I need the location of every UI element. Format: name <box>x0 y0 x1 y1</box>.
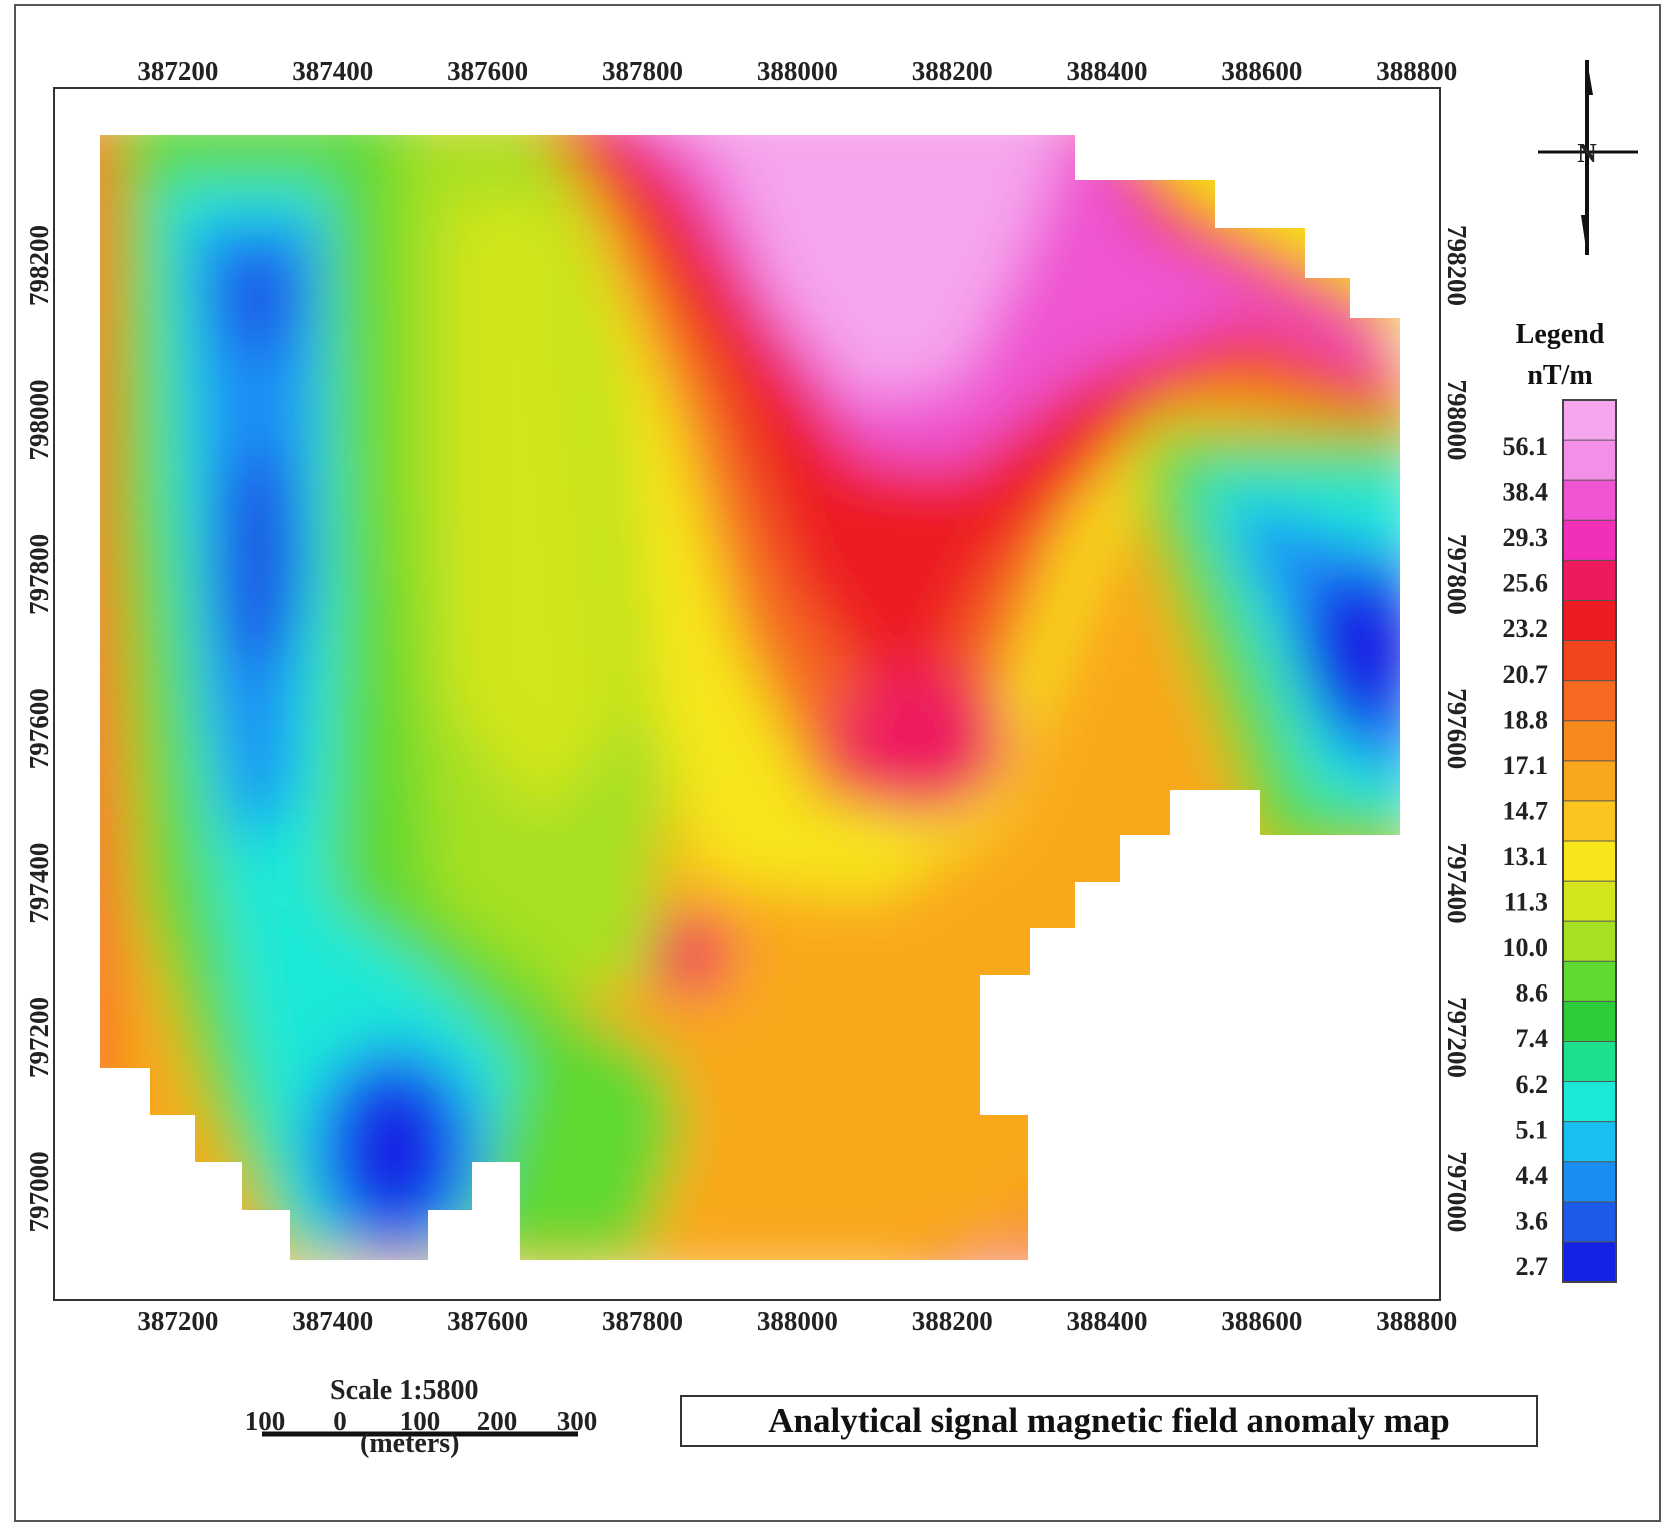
legend-level-label: 7.4 <box>1516 1024 1549 1053</box>
legend-unit: nT/m <box>1527 359 1593 391</box>
y-tick-label-right: 797000 <box>1442 1151 1472 1232</box>
legend-color-swatch <box>1563 1201 1616 1243</box>
legend-level-label: 14.7 <box>1503 796 1549 825</box>
legend-level-label: 5.1 <box>1516 1115 1549 1144</box>
legend-color-swatch <box>1563 760 1616 802</box>
scale-title: Scale 1:5800 <box>330 1375 479 1406</box>
x-tick-label-top: 388800 <box>1376 56 1457 86</box>
legend-color-swatch <box>1563 680 1616 722</box>
y-tick-label-left: 797200 <box>24 997 54 1078</box>
y-axis-left: 798200 798000 797800 797600 797400 797200 7970… <box>24 225 54 1232</box>
legend-color-swatch <box>1563 720 1616 762</box>
legend-labels: 56.1 38.4 29.3 25.6 23.2 20.7 18.8 17.1 14.7 13.1… <box>1503 432 1549 1281</box>
legend-color-swatch <box>1563 841 1616 882</box>
scale-label: 200 <box>477 1406 518 1436</box>
legend-level-label: 6.2 <box>1516 1070 1549 1099</box>
legend-level-label: 29.3 <box>1503 523 1549 552</box>
x-tick-label-top: 387400 <box>292 56 373 86</box>
legend-level-label: 8.6 <box>1516 979 1549 1008</box>
y-tick-label-right: 797200 <box>1442 997 1472 1078</box>
legend-color-swatch <box>1563 1041 1616 1083</box>
y-tick-label-left: 797800 <box>24 534 54 615</box>
legend-color-swatch <box>1563 600 1616 642</box>
y-tick-label-right: 797800 <box>1442 534 1472 615</box>
x-tick-label-top: 387800 <box>602 56 683 86</box>
legend-level-label: 18.8 <box>1503 705 1549 734</box>
x-tick-label-top: 387200 <box>137 56 218 86</box>
legend-color-swatch <box>1563 1001 1616 1042</box>
legend-color-swatch <box>1563 640 1616 682</box>
x-tick-label-bottom: 387200 <box>137 1306 218 1336</box>
x-tick-label-top: 388000 <box>757 56 838 86</box>
legend-title: Legend nT/m <box>1505 315 1615 396</box>
y-tick-label-left: 797400 <box>24 843 54 924</box>
anomaly-field <box>100 135 1400 1260</box>
legend-color-swatch <box>1563 961 1616 1002</box>
legend-level-label: 4.4 <box>1516 1161 1549 1190</box>
y-tick-label-left: 798200 <box>24 225 54 306</box>
legend-color-swatch <box>1563 1121 1616 1163</box>
legend-heading: Legend <box>1515 319 1605 350</box>
legend-level-label: 10.0 <box>1503 933 1549 962</box>
scale-units: (meters) <box>360 1428 460 1459</box>
scale-label: 0 <box>333 1406 347 1436</box>
legend-color-swatch <box>1563 440 1616 481</box>
legend-level-label: 23.2 <box>1503 614 1549 643</box>
legend-color-swatch <box>1563 520 1616 561</box>
legend-level-label: 2.7 <box>1516 1252 1549 1281</box>
x-tick-label-top: 387600 <box>447 56 528 86</box>
legend-level-label: 3.6 <box>1516 1206 1549 1235</box>
map-title: Analytical signal magnetic field anomaly… <box>680 1395 1538 1447</box>
north-arrow-icon: N <box>1538 60 1638 255</box>
legend-level-label: 38.4 <box>1503 478 1549 507</box>
anomaly-field-blur <box>100 135 1400 1260</box>
x-tick-label-bottom: 387400 <box>292 1306 373 1336</box>
legend-color-swatch <box>1563 1161 1616 1203</box>
x-tick-label-top: 388400 <box>1067 56 1148 86</box>
legend-color-swatch <box>1563 800 1616 842</box>
y-axis-right: 798200 798000 797800 797600 797400 797200 7970… <box>1442 225 1472 1232</box>
x-tick-label-bottom: 388000 <box>757 1306 838 1336</box>
legend-color-swatch <box>1563 1241 1616 1283</box>
legend-color-swatch <box>1563 881 1616 922</box>
y-tick-label-left: 797000 <box>24 1151 54 1232</box>
legend-level-label: 56.1 <box>1503 432 1549 461</box>
legend-level-label: 25.6 <box>1503 569 1549 598</box>
y-tick-label-right: 798000 <box>1442 379 1472 460</box>
x-tick-label-bottom: 388400 <box>1067 1306 1148 1336</box>
legend-color-swatch <box>1563 921 1616 962</box>
x-tick-label-bottom: 388600 <box>1221 1306 1302 1336</box>
x-tick-label-bottom: 388200 <box>912 1306 993 1336</box>
legend-colorbar-border <box>1562 399 1617 1283</box>
x-tick-label-bottom: 388800 <box>1376 1306 1457 1336</box>
x-tick-label-top: 388200 <box>912 56 993 86</box>
legend-level-label: 17.1 <box>1503 751 1549 780</box>
legend-level-label: 20.7 <box>1503 660 1549 689</box>
legend-level-label: 11.3 <box>1504 888 1548 917</box>
legend-color-swatch <box>1563 560 1616 601</box>
y-tick-label-left: 798000 <box>24 379 54 460</box>
legend-colorbar <box>1562 399 1617 1283</box>
scale-label: 100 <box>245 1406 286 1436</box>
x-axis-bottom: 387200 387400 387600 387800 388000 388200 3884… <box>137 1306 1457 1336</box>
north-label: N <box>1577 138 1597 168</box>
legend-level-label: 13.1 <box>1503 842 1549 871</box>
y-tick-label-right: 797400 <box>1442 843 1472 924</box>
legend-color-swatch <box>1563 400 1616 441</box>
scale-bar: 100 0 100 200 300 <box>245 1406 598 1437</box>
legend-color-swatch <box>1563 1081 1616 1123</box>
legend-color-swatch <box>1563 480 1616 521</box>
scale-label: 300 <box>557 1406 598 1436</box>
scale-label: 100 <box>400 1406 441 1436</box>
y-tick-label-right: 798200 <box>1442 225 1472 306</box>
x-tick-label-top: 388600 <box>1221 56 1302 86</box>
y-tick-label-left: 797600 <box>24 688 54 769</box>
x-axis-top: 387200 387400 387600 387800 388000 388200 3884… <box>137 56 1457 86</box>
x-tick-label-bottom: 387600 <box>447 1306 528 1336</box>
x-tick-label-bottom: 387800 <box>602 1306 683 1336</box>
y-tick-label-right: 797600 <box>1442 688 1472 769</box>
